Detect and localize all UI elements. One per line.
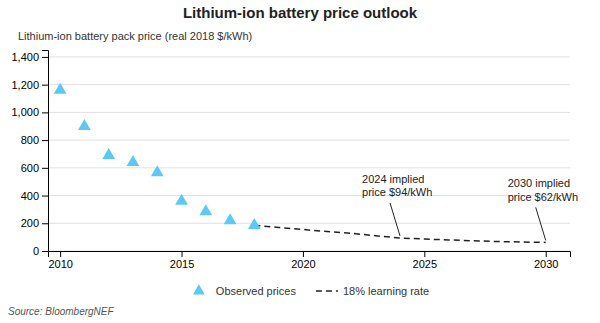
y-tick-mark: [42, 57, 48, 58]
y-tick-label: 0: [33, 245, 39, 257]
marks: [54, 83, 546, 243]
x-tick-mark: [182, 251, 183, 257]
y-tick-mark: [42, 112, 48, 113]
x-tick-mark: [60, 251, 61, 257]
scatter-series: [54, 83, 261, 229]
legend-label: 18% learning rate: [343, 285, 429, 297]
x-tick-mark: [546, 251, 547, 257]
y-axis-label: Lithium-ion battery pack price (real 201…: [18, 30, 252, 42]
y-tick-label: 200: [21, 217, 39, 229]
grid-line: [48, 140, 570, 141]
line: [254, 225, 545, 242]
x-tick: 2020: [291, 251, 315, 270]
annotation-connector: [390, 203, 400, 236]
grid: [48, 57, 570, 251]
grid-line: [48, 112, 570, 113]
legend-symbol: [316, 290, 338, 292]
annotation-line: 2030 implied: [508, 177, 570, 189]
x-axis-line: [49, 252, 571, 258]
y-tick-mark: [42, 251, 48, 252]
x-tick-label: 2010: [48, 258, 72, 270]
grid-line: [48, 167, 570, 168]
y-tick-label: 400: [21, 190, 39, 202]
y-tick-label: 600: [21, 162, 39, 174]
y-tick-mark: [42, 85, 48, 86]
x-tick-label: 2030: [534, 258, 558, 270]
annotation-line: 2024 implied: [362, 173, 424, 185]
point: [199, 204, 212, 215]
annotation: 2024 impliedprice $94/kWh: [362, 173, 432, 198]
x-tick: 2010: [48, 251, 72, 270]
y-tick: 0: [33, 245, 48, 257]
x-tick-mark: [424, 251, 425, 257]
point: [248, 218, 261, 229]
y-tick: 600: [21, 162, 48, 174]
grid-line: [48, 84, 570, 85]
x-tick-label: 2025: [413, 258, 437, 270]
x-tick: 2030: [534, 251, 558, 270]
y-tick-mark: [42, 223, 48, 224]
x-tick-mark: [303, 251, 304, 257]
y-tick: 400: [21, 190, 48, 202]
point: [151, 165, 164, 176]
title: Lithium-ion battery price outlook: [183, 4, 418, 21]
point: [78, 119, 91, 130]
legend-label: Observed prices: [216, 285, 297, 297]
y-tick-label: 1,000: [11, 106, 39, 118]
y-axis-line: [42, 51, 49, 252]
point: [54, 83, 67, 94]
annotation-connector: [536, 207, 546, 240]
x-tick: 2025: [413, 251, 437, 270]
y-tick: 1,000: [11, 106, 48, 118]
y-tick: 800: [21, 134, 48, 146]
source: Source: BloombergNEF: [8, 306, 114, 317]
point: [224, 213, 237, 224]
y-tick: 1,200: [11, 79, 48, 91]
chart: Lithium-ion battery price outlook Lithium…: [0, 0, 600, 323]
point: [175, 194, 188, 205]
point: [127, 155, 140, 166]
plot: 2010 2015 2020 2025 2030 0 200 400 600 800 1,000 1,…: [11, 51, 578, 270]
point: [102, 148, 115, 159]
y-tick: 200: [21, 217, 48, 229]
y-tick-label: 1,400: [11, 51, 39, 63]
legend-symbol: [193, 284, 205, 294]
y-tick-mark: [42, 168, 48, 169]
legend-item: Observed prices: [193, 284, 296, 297]
y-tick: 1,400: [11, 51, 48, 63]
annotation-line: price $94/kWh: [362, 186, 432, 198]
y-tick-mark: [42, 140, 48, 141]
x-tick: 2015: [170, 251, 194, 270]
grid-line: [48, 56, 570, 57]
y-tick-mark: [42, 196, 48, 197]
grid-line: [48, 195, 570, 196]
legend-item: 18% learning rate: [316, 285, 429, 297]
x-tick-label: 2020: [291, 258, 315, 270]
grid-line: [48, 223, 570, 224]
legend: Observed prices 18% learning rate: [193, 284, 429, 297]
y-axis: 0 200 400 600 800 1,000 1,200 1,400: [11, 51, 48, 258]
annotation-line: price $62/kWh: [508, 191, 578, 203]
y-tick-label: 1,200: [11, 79, 39, 91]
annotations: 2024 impliedprice $94/kWh 2030 implied pri…: [362, 173, 578, 241]
annotation: 2030 implied price $62/kWh: [508, 177, 578, 202]
x-tick-label: 2015: [170, 258, 194, 270]
x-axis: 2010 2015 2020 2025 2030: [48, 251, 570, 270]
y-tick-label: 800: [21, 134, 39, 146]
